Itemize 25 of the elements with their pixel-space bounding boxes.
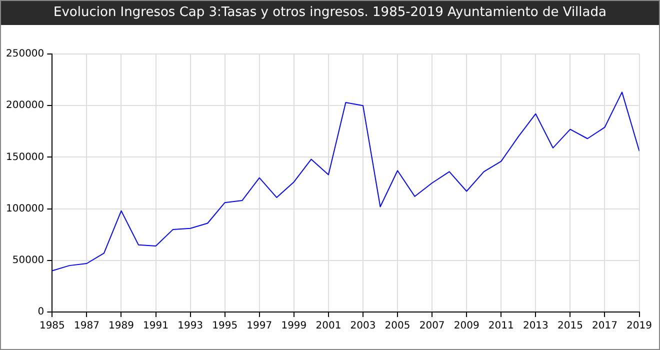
x-tick-label: 2011	[488, 320, 514, 332]
x-tick-label: 2005	[384, 320, 410, 332]
x-tick-label: 1989	[108, 320, 134, 332]
x-tick-label: 1991	[143, 320, 169, 332]
x-tick-label: 2015	[557, 320, 583, 332]
x-tick-label: 1985	[39, 320, 65, 332]
x-tick-label: 1997	[246, 320, 272, 332]
x-tick-label: 2017	[592, 320, 618, 332]
y-tick-label: 50000	[12, 254, 44, 266]
y-tick-label: 0	[38, 306, 44, 318]
y-tick-label: 250000	[6, 48, 44, 60]
x-tick-label: 2019	[626, 320, 652, 332]
x-tick-label: 2003	[350, 320, 376, 332]
x-tick-label: 1987	[74, 320, 100, 332]
y-tick-label: 100000	[6, 203, 44, 214]
y-tick-label: 150000	[6, 152, 44, 163]
x-tick-label: 2013	[522, 320, 548, 332]
x-tick-label: 2001	[316, 320, 342, 332]
x-tick-label: 1995	[212, 320, 238, 332]
x-tick-label: 2007	[419, 320, 445, 332]
x-tick-label: 1999	[281, 320, 307, 332]
x-tick-label: 2009	[454, 320, 480, 332]
chart-title: Evolucion Ingresos Cap 3:Tasas y otros ingresos. 1985-2019 Ayuntamiento de Villada	[1, 1, 659, 25]
x-tick-label: 1993	[178, 320, 204, 332]
y-tick-label: 200000	[6, 100, 44, 112]
